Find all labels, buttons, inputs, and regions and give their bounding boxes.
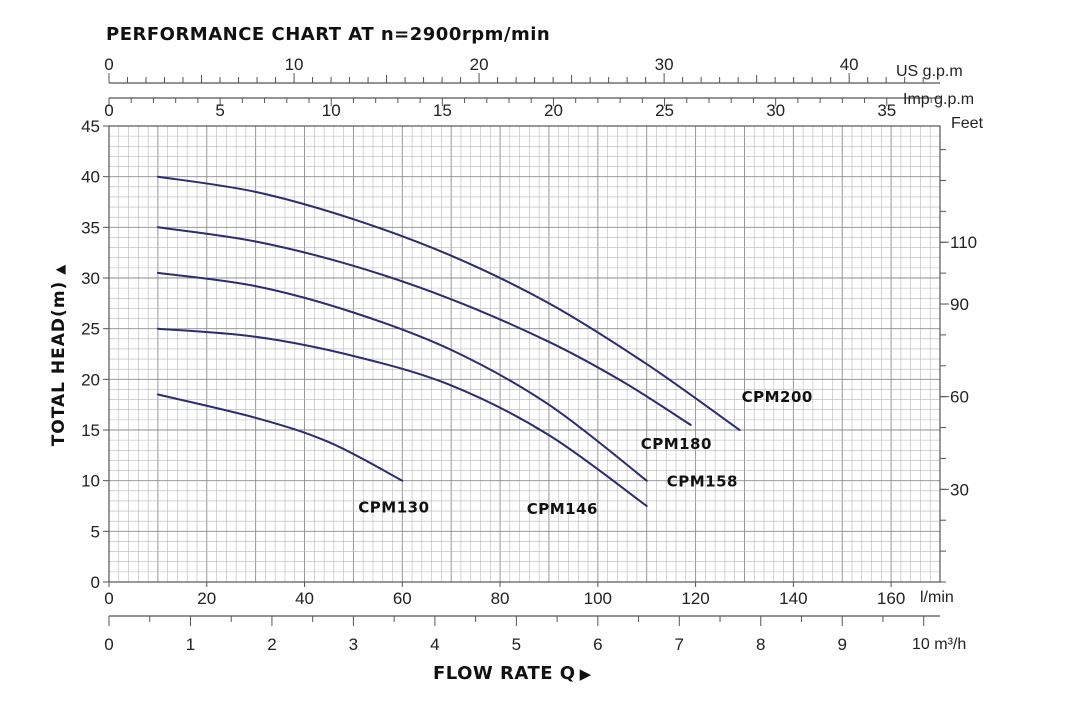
m3h-tick-label: 0 <box>104 635 113 654</box>
series-label-cpm158: CPM158 <box>667 473 738 491</box>
right-feet-axis: 30 60 90 110 <box>940 149 977 583</box>
y-tick-label: 35 <box>81 218 100 237</box>
y-tick-label: 40 <box>81 168 100 187</box>
plot-frame <box>108 125 941 583</box>
y-axis-ticks: 0 5 10 15 20 25 30 35 40 45 <box>81 117 109 592</box>
imp-tick-label: 5 <box>215 101 224 120</box>
us-tick-label: 20 <box>470 55 489 74</box>
x-tick-label: 20 <box>197 589 216 608</box>
m3h-tick-label: 2 <box>267 635 276 654</box>
y-tick-label: 20 <box>81 370 100 389</box>
top-imp-gpm-axis: 0 5 10 15 20 25 30 35 <box>104 97 940 120</box>
y-tick-label: 45 <box>81 117 100 136</box>
us-tick-label: 0 <box>104 55 113 74</box>
curve-cpm146 <box>156 327 648 507</box>
m3h-tick-label: 7 <box>675 635 684 654</box>
x-tick-label: 140 <box>779 589 807 608</box>
y-axis-title: TOTAL HEAD(m)▲ <box>49 264 69 447</box>
y-axis-title-group: TOTAL HEAD(m)▲ <box>49 264 69 447</box>
y-tick-label: 10 <box>81 472 100 491</box>
m3h-tick-label: 9 <box>838 635 847 654</box>
us-tick-label: 40 <box>840 55 859 74</box>
x-tick-label: 160 <box>877 589 905 608</box>
feet-tick-label: 60 <box>950 388 969 407</box>
curve-cpm130 <box>156 393 404 482</box>
imp-tick-label: 25 <box>655 101 674 120</box>
top-us-gpm-axis: 0 10 20 30 40 <box>104 55 940 84</box>
m3h-unit: 10 m³/h <box>912 636 966 653</box>
feet-tick-label: 30 <box>950 480 969 499</box>
y-tick-label: 5 <box>91 522 100 541</box>
x-tick-label: 0 <box>104 589 113 608</box>
imp-tick-label: 0 <box>104 101 113 120</box>
series-label-cpm200: CPM200 <box>742 388 813 406</box>
x-tick-label: 120 <box>681 589 709 608</box>
us-tick-label: 30 <box>655 55 674 74</box>
feet-tick-label: 90 <box>950 295 969 314</box>
series-labels: CPM200 CPM180 CPM158 CPM146 CPM130 <box>358 388 813 518</box>
imp-tick-label: 20 <box>544 101 563 120</box>
y-tick-label: 30 <box>81 269 100 288</box>
imp-tick-label: 30 <box>766 101 785 120</box>
feet-unit: Feet <box>951 115 984 132</box>
m3h-tick-label: 3 <box>349 635 358 654</box>
m3h-tick-label: 1 <box>186 635 195 654</box>
x-tick-label: 60 <box>393 589 412 608</box>
m3h-tick-label: 5 <box>512 635 521 654</box>
series-label-cpm180: CPM180 <box>641 435 712 453</box>
imp-tick-label: 10 <box>322 101 341 120</box>
x-axis-ticks: 0 20 40 60 80 100 120 140 160 <box>104 582 905 608</box>
x-tick-label: 80 <box>491 589 510 608</box>
imp-gpm-unit: Imp g.p.m <box>903 91 974 108</box>
pump-curves <box>156 175 741 507</box>
chart-title: PERFORMANCE CHART AT n=2900rpm/min <box>106 24 550 45</box>
y-tick-label: 15 <box>81 421 100 440</box>
m3h-tick-label: 4 <box>430 635 439 654</box>
chart-grid <box>108 125 941 583</box>
us-gpm-unit: US g.p.m <box>896 63 963 80</box>
imp-tick-label: 35 <box>877 101 896 120</box>
curve-cpm180 <box>156 226 692 426</box>
lmin-unit: l/min <box>920 589 954 606</box>
series-label-cpm146: CPM146 <box>527 500 598 518</box>
m3h-tick-label: 8 <box>756 635 765 654</box>
x-axis-title: FLOW RATE Q ▶ <box>433 663 592 684</box>
y-tick-label: 25 <box>81 320 100 339</box>
curve-cpm158 <box>156 271 648 482</box>
imp-tick-label: 15 <box>433 101 452 120</box>
bottom-m3h-axis: 0 1 2 3 4 5 6 7 8 9 <box>104 615 940 654</box>
curve-cpm200 <box>156 175 741 431</box>
series-label-cpm130: CPM130 <box>358 499 429 517</box>
feet-tick-label: 110 <box>950 233 977 252</box>
m3h-tick-label: 6 <box>593 635 602 654</box>
x-tick-label: 100 <box>584 589 612 608</box>
x-tick-label: 40 <box>295 589 314 608</box>
us-tick-label: 10 <box>285 55 304 74</box>
y-tick-label: 0 <box>91 573 100 592</box>
